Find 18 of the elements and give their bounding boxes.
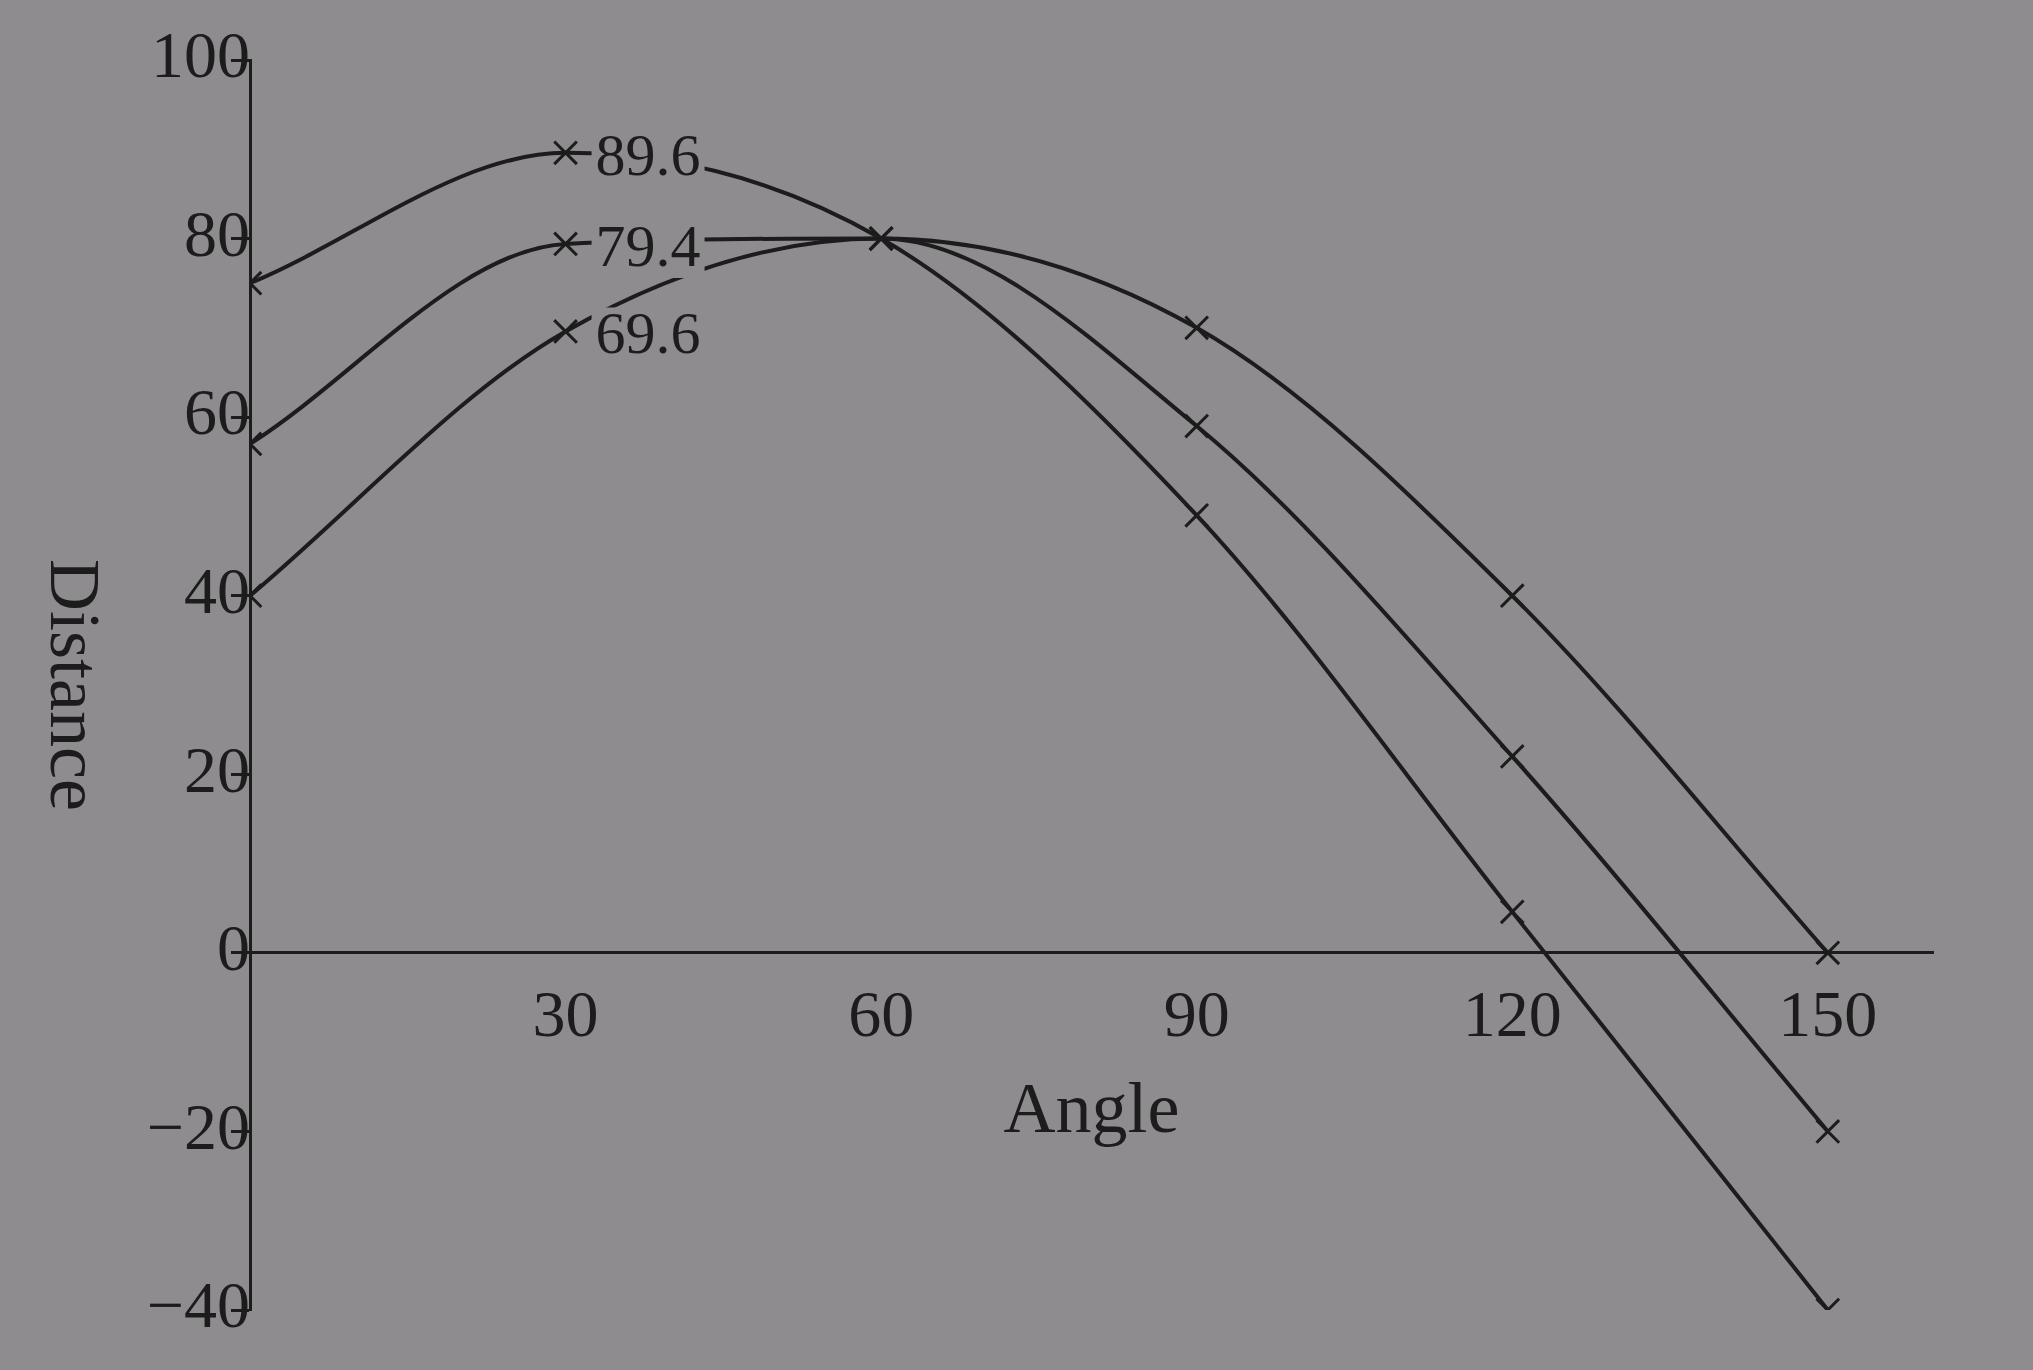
x-tick-label: 90 <box>1163 976 1230 1050</box>
x-tick-label: 30 <box>532 976 599 1050</box>
data-label: 69.6 <box>595 300 701 367</box>
y-tick-label: 0 <box>217 911 250 985</box>
y-tick-label: −40 <box>146 1268 250 1342</box>
y-tick-label: 100 <box>151 18 250 92</box>
y-tick-label: 80 <box>184 196 250 270</box>
x-tick-label: 120 <box>1462 976 1562 1050</box>
y-tick-label: −20 <box>146 1089 250 1163</box>
data-label: 79.4 <box>595 212 701 279</box>
x-tick-label: 60 <box>848 976 915 1050</box>
data-label: 89.6 <box>595 121 701 188</box>
y-axis-title: Distance <box>34 559 115 811</box>
y-tick-label: 60 <box>184 375 250 449</box>
y-tick-label: 40 <box>184 554 250 628</box>
x-axis-title: Angle <box>1003 1068 1180 1149</box>
x-tick-label: 150 <box>1778 976 1878 1050</box>
y-tick-label: 20 <box>184 732 250 806</box>
